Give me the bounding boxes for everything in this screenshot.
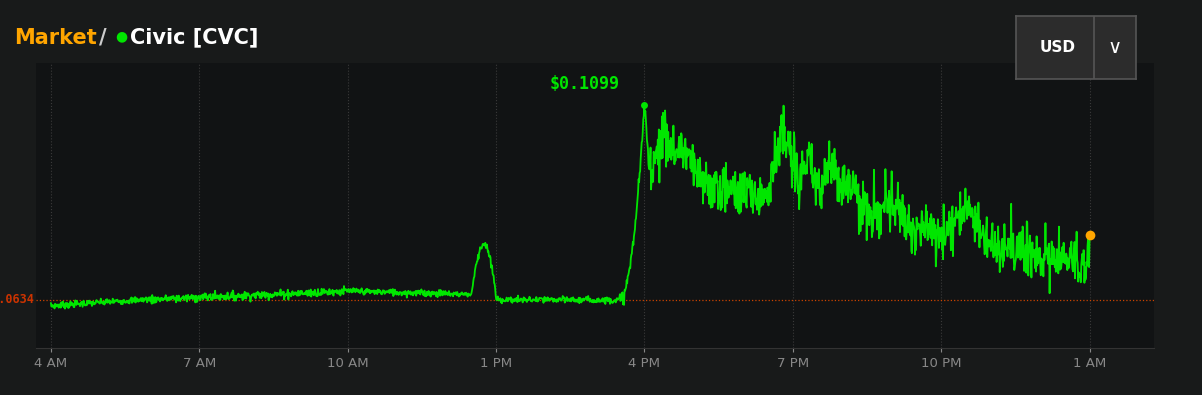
- Text: Market: Market: [14, 28, 97, 48]
- Text: $0.1099: $0.1099: [549, 75, 620, 93]
- Text: Civic [CVC]: Civic [CVC]: [130, 28, 258, 48]
- Text: ●: ●: [115, 30, 127, 43]
- Text: $0.0634: $0.0634: [0, 293, 34, 307]
- Text: /: /: [99, 28, 106, 48]
- Text: USD: USD: [1040, 40, 1076, 55]
- Text: ∨: ∨: [1107, 38, 1121, 57]
